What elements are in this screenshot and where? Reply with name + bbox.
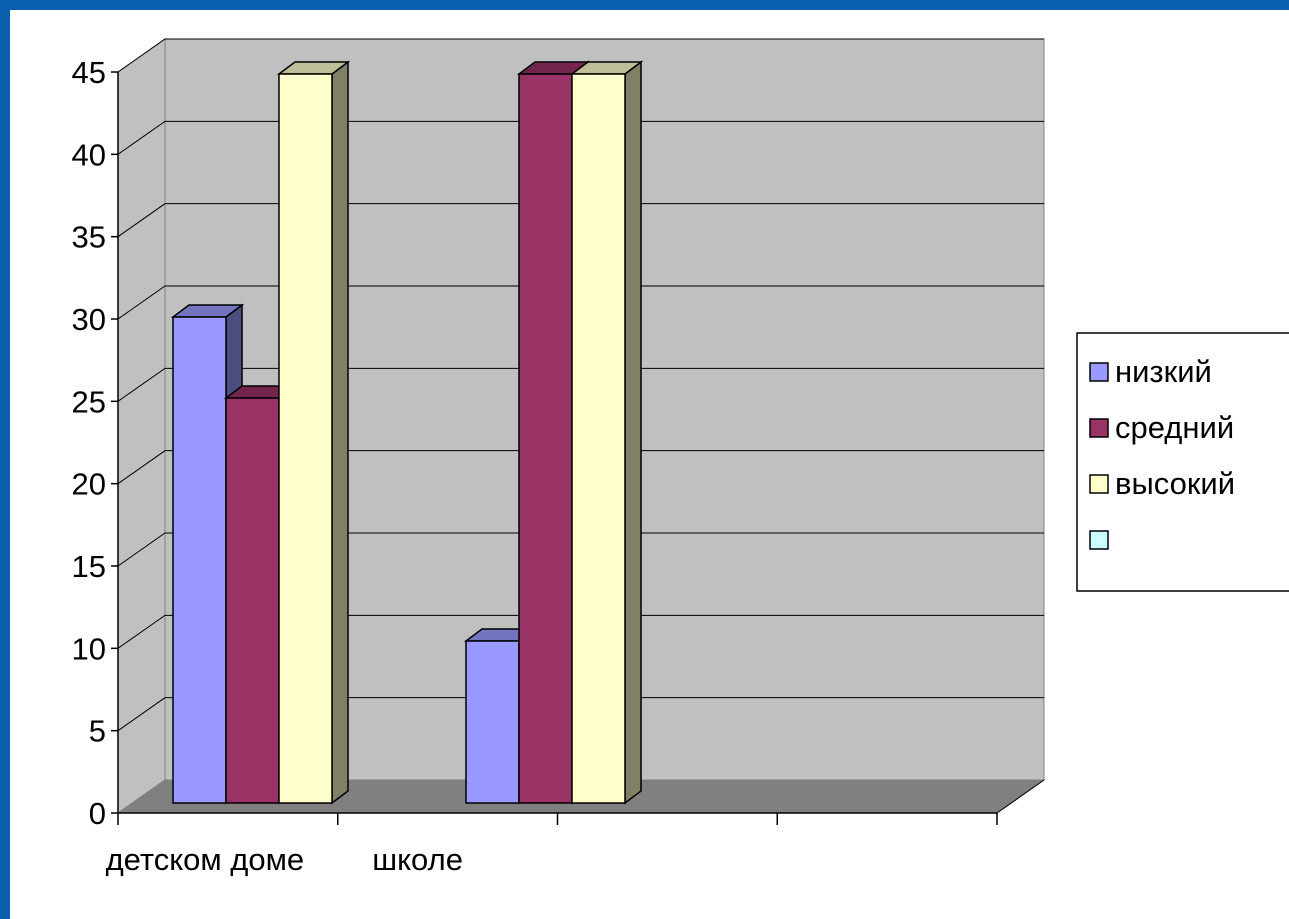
chart-bars: [170, 60, 644, 805]
bar-side: [331, 60, 349, 805]
bar-side: [624, 60, 642, 805]
y-tick-label: 20: [72, 467, 106, 502]
chart-legend: низкий средний высокий: [1076, 332, 1289, 592]
gridline: [117, 450, 1044, 485]
bar-front: [465, 640, 520, 804]
gridline: [117, 285, 1044, 320]
bar-front: [172, 316, 227, 804]
gridline: [117, 614, 1044, 649]
chart-side-wall: [117, 38, 166, 814]
gridline: [117, 367, 1044, 402]
floor-edge-line: [996, 779, 1045, 814]
legend-swatch: [1089, 418, 1109, 438]
legend-label: высокий: [1115, 466, 1235, 501]
y-tick-label: 30: [72, 302, 106, 337]
chart-svg: 0 5 10 15 20 25 30 35 40 45 детском доме школе низк…: [72, 38, 1289, 877]
chart-tick-labels: 0 5 10 15 20 25 30 35 40 45 детском доме школе: [72, 55, 998, 877]
legend-label: низкий: [1115, 354, 1212, 389]
gridline: [117, 120, 1044, 155]
bar-front: [278, 73, 333, 804]
y-tick-label: 25: [72, 384, 106, 419]
x-tick-label: школе: [372, 842, 463, 877]
y-tick-label: 5: [89, 714, 106, 749]
bar: [569, 60, 644, 805]
y-tick-label: 45: [72, 55, 106, 90]
gridline: [117, 532, 1044, 567]
y-tick-label: 40: [72, 137, 106, 172]
chart-gridlines: [117, 38, 1044, 732]
y-tick-label: 0: [89, 796, 106, 831]
legend-swatch: [1089, 474, 1109, 494]
legend-label: средний: [1115, 410, 1234, 445]
bar-front: [518, 73, 573, 804]
legend-swatch: [1089, 362, 1109, 382]
legend-box: [1076, 332, 1289, 592]
bar: [276, 60, 351, 805]
x-tick-label: детском доме: [106, 842, 305, 877]
gridline: [117, 38, 1044, 73]
y-tick-label: 15: [72, 549, 106, 584]
y-tick-label: 35: [72, 220, 106, 255]
bar-front: [571, 73, 626, 804]
gridline: [117, 697, 1044, 732]
bar-front: [225, 397, 280, 804]
legend-swatch: [1089, 530, 1109, 550]
chart-frame: 0 5 10 15 20 25 30 35 40 45 детском доме школе низк…: [10, 10, 1289, 919]
gridline: [117, 203, 1044, 238]
y-tick-label: 10: [72, 631, 106, 666]
